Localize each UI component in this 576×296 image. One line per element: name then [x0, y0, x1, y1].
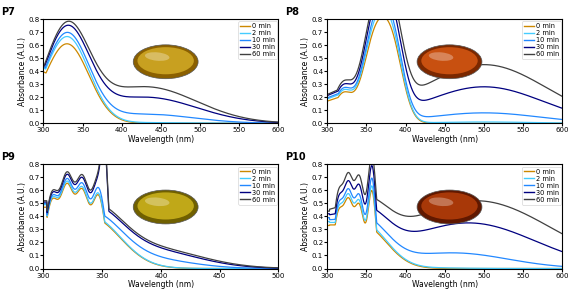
Legend: 0 min, 2 min, 10 min, 30 min, 60 min: 0 min, 2 min, 10 min, 30 min, 60 min [522, 21, 562, 59]
Legend: 0 min, 2 min, 10 min, 30 min, 60 min: 0 min, 2 min, 10 min, 30 min, 60 min [238, 21, 278, 59]
Text: P8: P8 [285, 7, 299, 17]
Legend: 0 min, 2 min, 10 min, 30 min, 60 min: 0 min, 2 min, 10 min, 30 min, 60 min [238, 167, 278, 205]
Legend: 0 min, 2 min, 10 min, 30 min, 60 min: 0 min, 2 min, 10 min, 30 min, 60 min [522, 167, 562, 205]
X-axis label: Wavelength (nm): Wavelength (nm) [128, 280, 194, 289]
Y-axis label: Absorbance (A.U.): Absorbance (A.U.) [18, 37, 26, 106]
Y-axis label: Absorbance (A.U.): Absorbance (A.U.) [301, 37, 310, 106]
Text: P10: P10 [285, 152, 306, 162]
Text: P9: P9 [1, 152, 15, 162]
Y-axis label: Absorbance (A.U.): Absorbance (A.U.) [301, 182, 310, 251]
Y-axis label: Absorbance (A.U.): Absorbance (A.U.) [18, 182, 26, 251]
X-axis label: Wavelength (nm): Wavelength (nm) [128, 135, 194, 144]
Text: P7: P7 [1, 7, 15, 17]
X-axis label: Wavelength (nm): Wavelength (nm) [412, 280, 478, 289]
X-axis label: Wavelength (nm): Wavelength (nm) [412, 135, 478, 144]
